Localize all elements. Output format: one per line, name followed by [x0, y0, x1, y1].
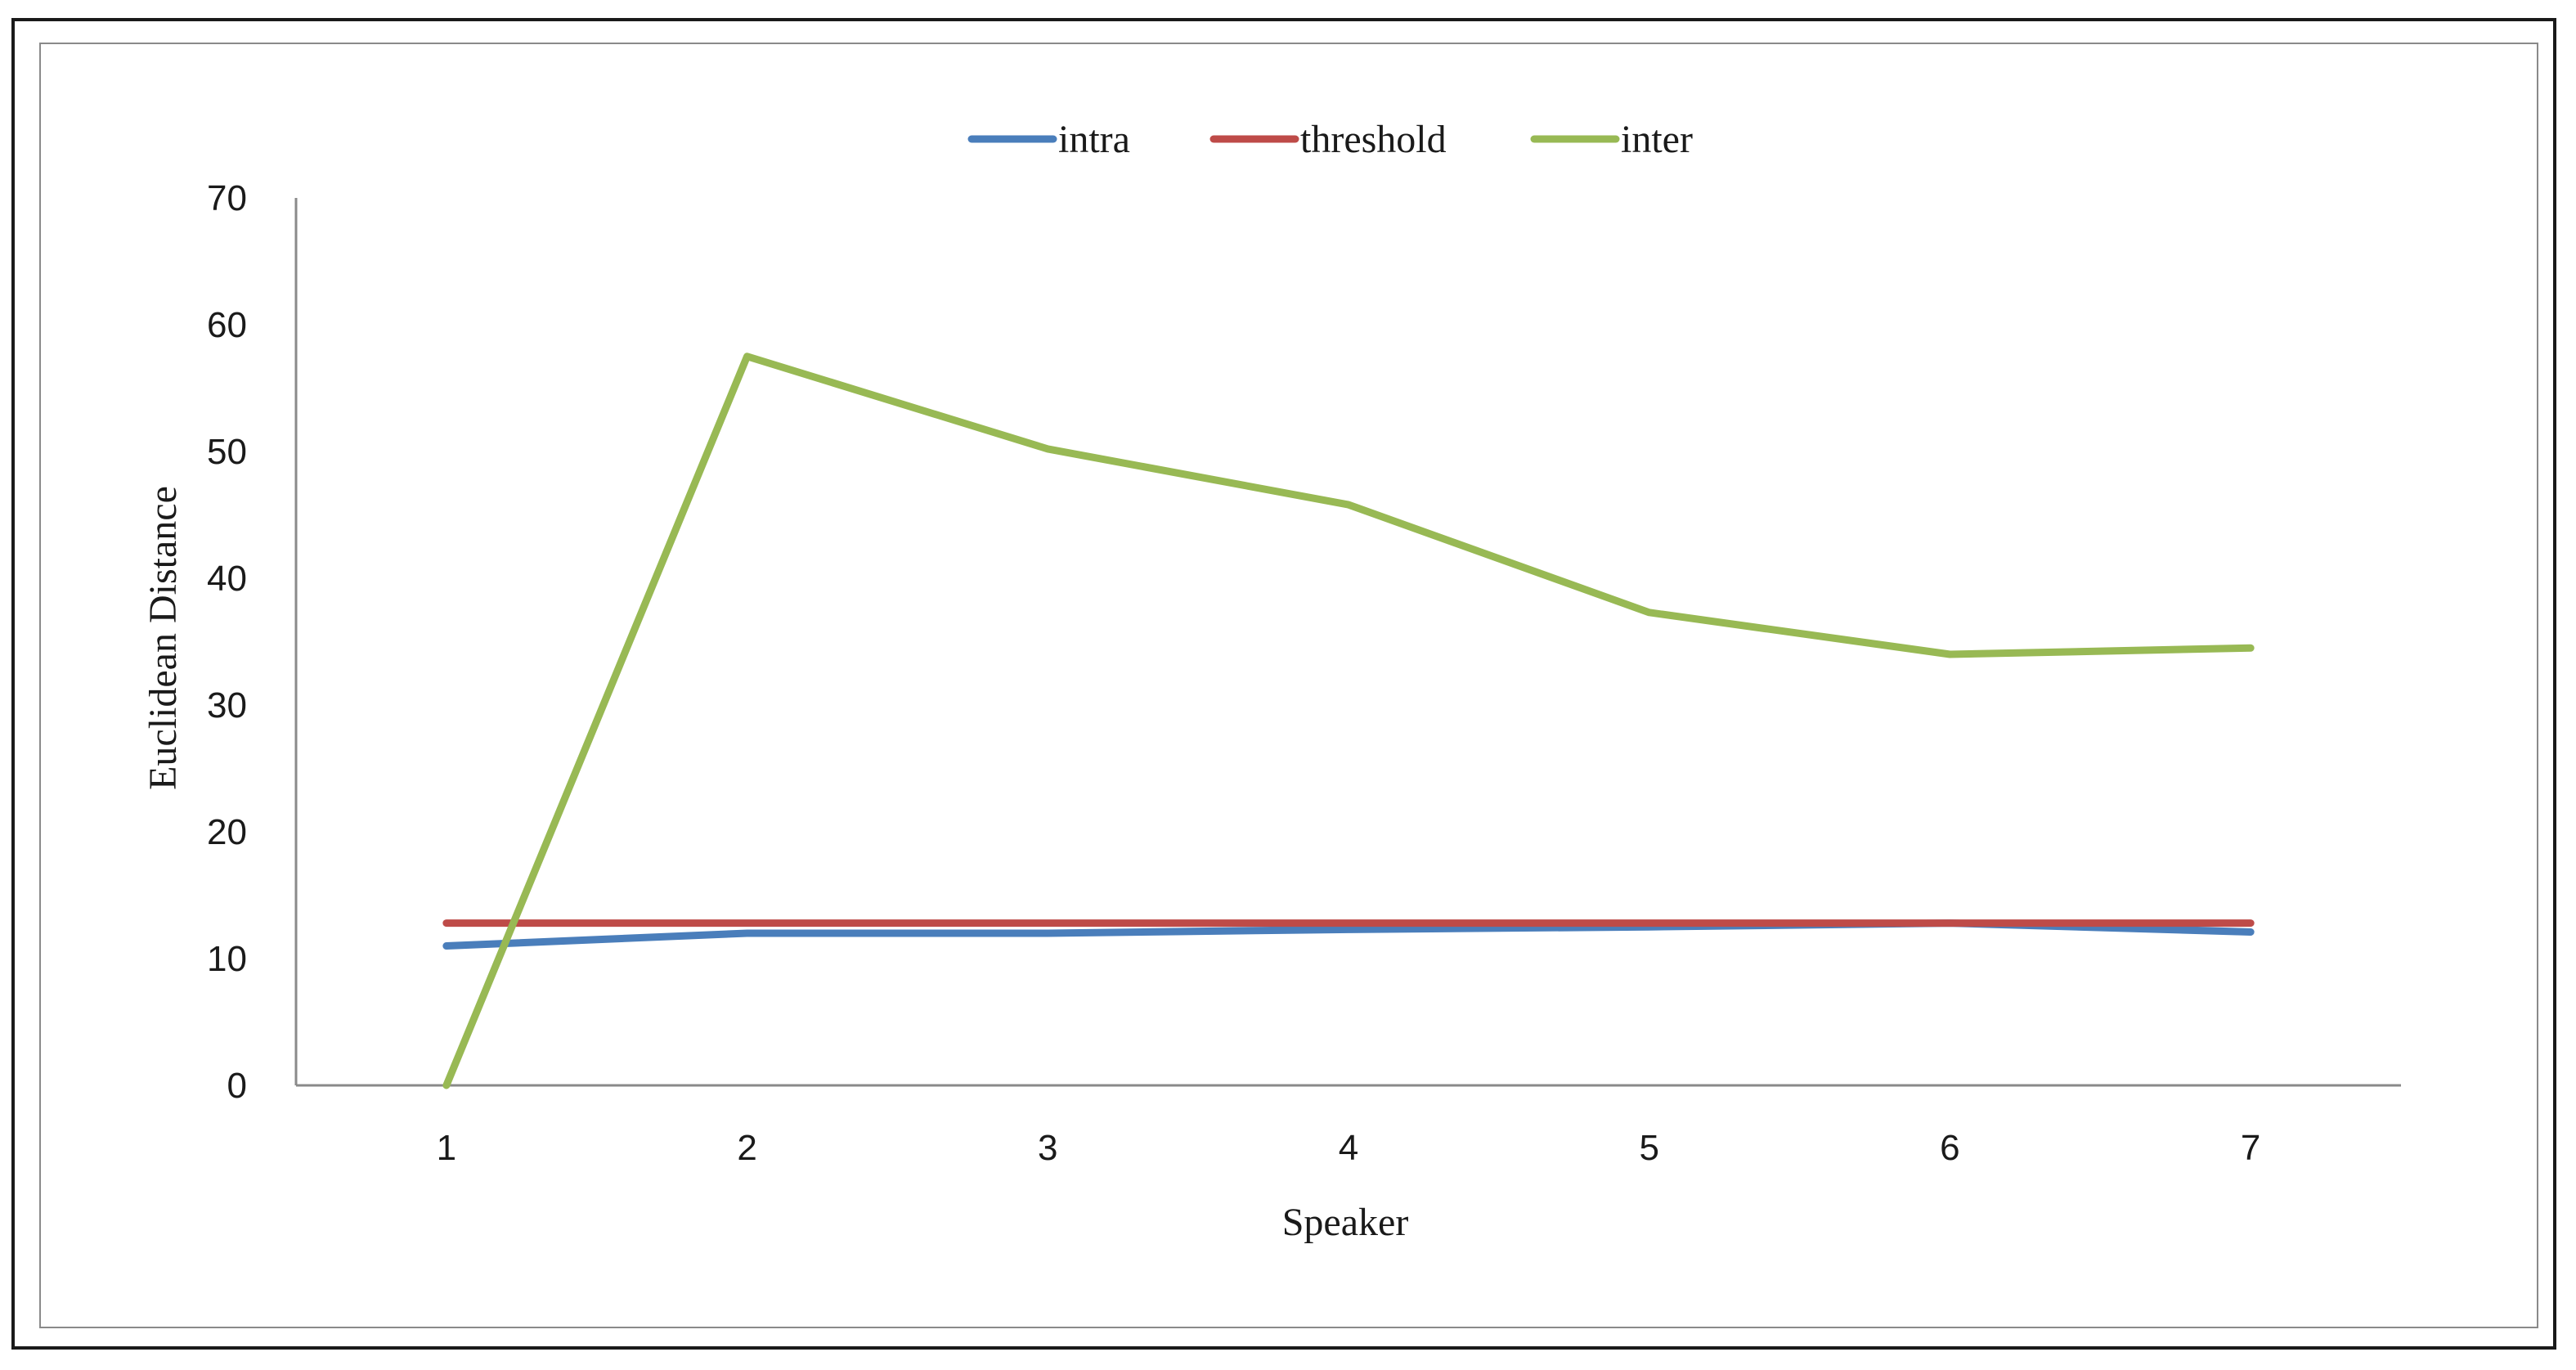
legend-item-inter: inter [1530, 118, 1693, 161]
x-axis-label: Speaker [1282, 1201, 1409, 1244]
y-tick-labels: 0 10 20 30 40 50 60 70 [207, 178, 247, 1106]
y-tick-label: 60 [207, 305, 247, 345]
y-tick-label: 70 [207, 178, 247, 218]
x-tick-label: 2 [737, 1128, 756, 1168]
x-tick-label: 7 [2241, 1128, 2260, 1168]
series-lines [442, 353, 2255, 1089]
x-tick-label: 4 [1339, 1128, 1358, 1168]
y-axis-label: Euclidean Distance [141, 486, 185, 790]
y-tick-label: 0 [227, 1066, 247, 1106]
legend-label: threshold [1300, 118, 1447, 161]
x-tick-label: 3 [1038, 1128, 1057, 1168]
chart-area-border [39, 43, 2538, 1328]
legend-item-intra: intra [967, 118, 1130, 161]
y-tick-label: 20 [207, 812, 247, 852]
legend-item-threshold: threshold [1209, 118, 1447, 161]
outer-frame [11, 18, 2556, 1350]
series-line-inter [442, 353, 2255, 1089]
x-tick-labels: 1 2 3 4 5 6 7 [437, 1128, 2261, 1168]
axes [294, 198, 2401, 1087]
legend: intra threshold inter [967, 118, 1693, 161]
legend-label: intra [1058, 118, 1130, 161]
x-tick-label: 5 [1639, 1128, 1658, 1168]
legend-label: inter [1621, 118, 1693, 161]
y-tick-label: 40 [207, 559, 247, 599]
y-tick-label: 50 [207, 432, 247, 472]
x-tick-label: 6 [1940, 1128, 1959, 1168]
y-tick-label: 30 [207, 685, 247, 725]
y-tick-label: 10 [207, 939, 247, 979]
x-tick-label: 1 [437, 1128, 456, 1168]
